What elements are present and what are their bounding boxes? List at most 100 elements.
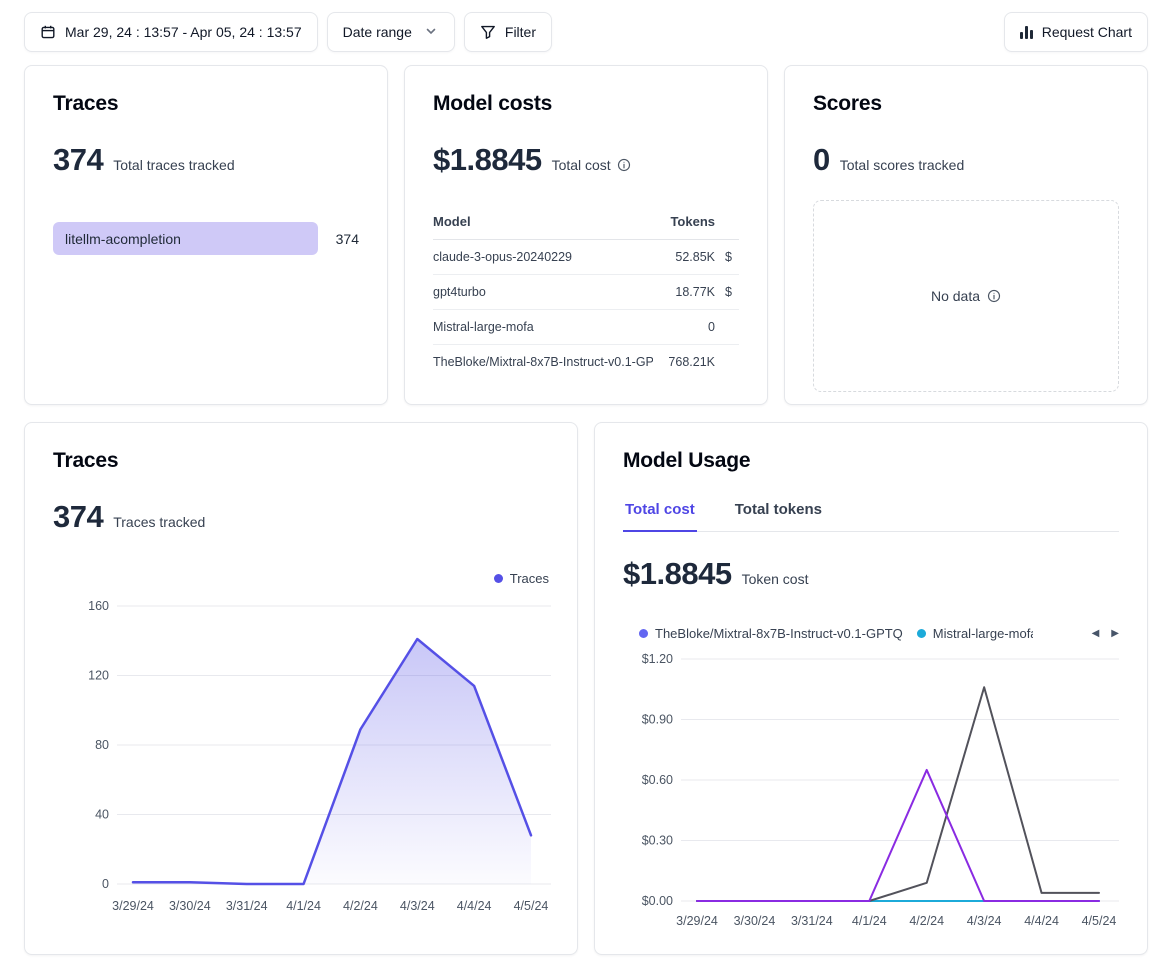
scores-total-label: Total scores tracked bbox=[839, 157, 965, 173]
y-tick-label: $0.90 bbox=[642, 713, 673, 727]
bar-chart-icon bbox=[1020, 25, 1033, 39]
model-usage-tabs: Total cost Total tokens bbox=[623, 501, 1119, 532]
traces-summary-card: Traces 374 Total traces tracked litellm-… bbox=[24, 65, 388, 405]
model-tokens: 52.85K bbox=[675, 250, 715, 264]
tab-total-cost[interactable]: Total cost bbox=[623, 501, 697, 532]
model-tokens: 768.21K bbox=[668, 355, 715, 369]
y-tick-label: $0.00 bbox=[642, 894, 673, 908]
y-tick-label: 80 bbox=[95, 738, 109, 752]
model-cost-row: TheBloke/Mixtral-8x7B-Instruct-v0.1-GPTQ… bbox=[433, 345, 739, 379]
y-tick-label: $0.30 bbox=[642, 834, 673, 848]
model-usage-legend: TheBloke/Mixtral-8x7B-Instruct-v0.1-GPTQ… bbox=[623, 626, 1119, 641]
info-icon[interactable] bbox=[617, 158, 631, 172]
legend-dot bbox=[916, 629, 926, 638]
request-chart-label: Request Chart bbox=[1041, 24, 1132, 40]
legend-item-thebloke[interactable]: TheBloke/Mixtral-8x7B-Instruct-v0.1-GPTQ bbox=[639, 626, 903, 641]
series-line-Traces bbox=[131, 637, 533, 886]
trace-name-bar[interactable]: litellm-acompletion bbox=[53, 222, 318, 255]
y-tick-label: $1.20 bbox=[642, 652, 673, 666]
legend-pagination: ◀ ▶ bbox=[1092, 628, 1119, 639]
tab-total-tokens[interactable]: Total tokens bbox=[734, 501, 822, 518]
legend-item-mistral[interactable]: Mistral-large-mofa bbox=[916, 626, 1033, 641]
model-cost-row: Mistral-large-mofa 0 bbox=[433, 310, 739, 345]
model-costs-table: Model Tokens claude-3-opus-20240229 52.8… bbox=[433, 208, 739, 379]
legend-dot bbox=[639, 629, 648, 638]
x-tick-label: 4/4/24 bbox=[457, 899, 492, 913]
model-usage-card: Model Usage Total cost Total tokens $1.8… bbox=[594, 422, 1148, 955]
x-tick-label: 4/2/24 bbox=[343, 899, 378, 913]
filter-button[interactable]: Filter bbox=[463, 12, 553, 52]
filter-funnel-icon bbox=[480, 24, 496, 40]
summary-cards-row: Traces 374 Total traces tracked litellm-… bbox=[24, 65, 1148, 405]
x-tick-label: 4/1/24 bbox=[286, 899, 321, 913]
chart-cards-row: Traces 374 Traces tracked Traces 0 40 80 12… bbox=[24, 422, 1148, 955]
series-area bbox=[133, 639, 531, 884]
legend-label: TheBloke/Mixtral-8x7B-Instruct-v0.1-GPTQ bbox=[655, 626, 903, 641]
date-range-select[interactable]: Date range bbox=[326, 12, 455, 52]
legend-prev-icon[interactable]: ◀ bbox=[1091, 628, 1100, 639]
traces-chart-title: Traces bbox=[53, 449, 119, 472]
legend-next-icon[interactable]: ▶ bbox=[1111, 628, 1119, 639]
y-tick-label: $0.60 bbox=[642, 773, 673, 787]
x-tick-label: 4/2/24 bbox=[909, 914, 944, 928]
traces-line-chart: 0 40 80 120 160 3/29/24 3/30/24 3/31/24 4/1/24 4/… bbox=[88, 599, 551, 913]
token-cost-label: Token cost bbox=[741, 571, 809, 587]
toolbar: Mar 29, 24 : 13:57 - Apr 05, 24 : 13:57 … bbox=[24, 12, 1148, 52]
traces-total-value: 374 bbox=[53, 142, 104, 177]
y-tick-label: 160 bbox=[88, 599, 109, 613]
x-tick-label: 4/4/24 bbox=[1024, 914, 1059, 928]
request-chart-button[interactable]: Request Chart bbox=[1004, 12, 1148, 52]
col-tokens: Tokens bbox=[670, 214, 715, 229]
date-range-value: Mar 29, 24 : 13:57 - Apr 05, 24 : 13:57 bbox=[65, 24, 302, 40]
token-cost-total: $1.8845 bbox=[623, 556, 732, 591]
y-tick-label: 40 bbox=[95, 808, 109, 822]
legend-label: Traces bbox=[509, 571, 549, 586]
model-usd-clipped: $ bbox=[725, 285, 732, 299]
x-tick-label: 4/3/24 bbox=[967, 914, 1002, 928]
traces-chart-total-label: Traces tracked bbox=[113, 514, 206, 530]
scores-total: 0 bbox=[813, 142, 830, 177]
model-costs-table-header: Model Tokens bbox=[433, 208, 739, 240]
model-name: claude-3-opus-20240229 bbox=[433, 250, 572, 264]
model-costs-total: $1.8845 bbox=[433, 142, 542, 177]
model-usd-clipped: $ bbox=[725, 250, 732, 264]
model-tokens: 18.77K bbox=[675, 285, 715, 299]
legend-dot bbox=[493, 574, 503, 583]
model-tokens: 0 bbox=[708, 320, 715, 334]
traces-total-label: Total traces tracked bbox=[113, 157, 235, 173]
col-model: Model bbox=[433, 214, 471, 229]
info-icon[interactable] bbox=[987, 289, 1001, 303]
x-tick-label: 3/29/24 bbox=[676, 914, 718, 928]
chevron-down-icon bbox=[423, 24, 439, 40]
traces-chart-legend: Traces bbox=[53, 571, 549, 586]
x-tick-label: 4/5/24 bbox=[514, 899, 549, 913]
x-tick-label: 4/1/24 bbox=[852, 914, 887, 928]
y-tick-label: 0 bbox=[102, 877, 109, 891]
model-usage-title: Model Usage bbox=[623, 449, 751, 472]
model-costs-title: Model costs bbox=[433, 92, 553, 115]
scores-card: Scores 0 Total scores tracked No data bbox=[784, 65, 1148, 405]
model-costs-card: Model costs $1.8845 Total cost bbox=[404, 65, 768, 405]
legend-item-traces: Traces bbox=[493, 571, 549, 586]
trace-name-label: litellm-acompletion bbox=[65, 230, 181, 247]
series-line-unlabeled-violet-series bbox=[696, 768, 1100, 902]
model-name: Mistral-large-mofa bbox=[433, 320, 534, 334]
no-data-text: No data bbox=[930, 288, 981, 304]
scores-empty-state: No data bbox=[813, 200, 1119, 392]
model-cost-row: gpt4turbo 18.77K $ bbox=[433, 275, 739, 310]
x-tick-label: 3/31/24 bbox=[791, 914, 833, 928]
traces-chart-card: Traces 374 Traces tracked Traces 0 40 80 12… bbox=[24, 422, 578, 955]
model-name: TheBloke/Mixtral-8x7B-Instruct-v0.1-GPTQ bbox=[433, 355, 653, 369]
x-tick-label: 4/5/24 bbox=[1082, 914, 1117, 928]
y-tick-label: 120 bbox=[88, 669, 109, 683]
date-range-picker-button[interactable]: Mar 29, 24 : 13:57 - Apr 05, 24 : 13:57 bbox=[24, 12, 318, 52]
calendar-icon bbox=[40, 24, 56, 40]
model-name: gpt4turbo bbox=[433, 285, 486, 299]
x-tick-label: 3/30/24 bbox=[734, 914, 776, 928]
x-tick-label: 3/30/24 bbox=[169, 899, 211, 913]
filter-button-label: Filter bbox=[504, 24, 537, 40]
traces-card-title: Traces bbox=[53, 92, 119, 115]
model-usage-line-chart: $0.00 $0.30 $0.60 $0.90 $1.20 3/29/24 3/30/24 3… bbox=[642, 652, 1119, 928]
scores-title: Scores bbox=[813, 92, 882, 115]
